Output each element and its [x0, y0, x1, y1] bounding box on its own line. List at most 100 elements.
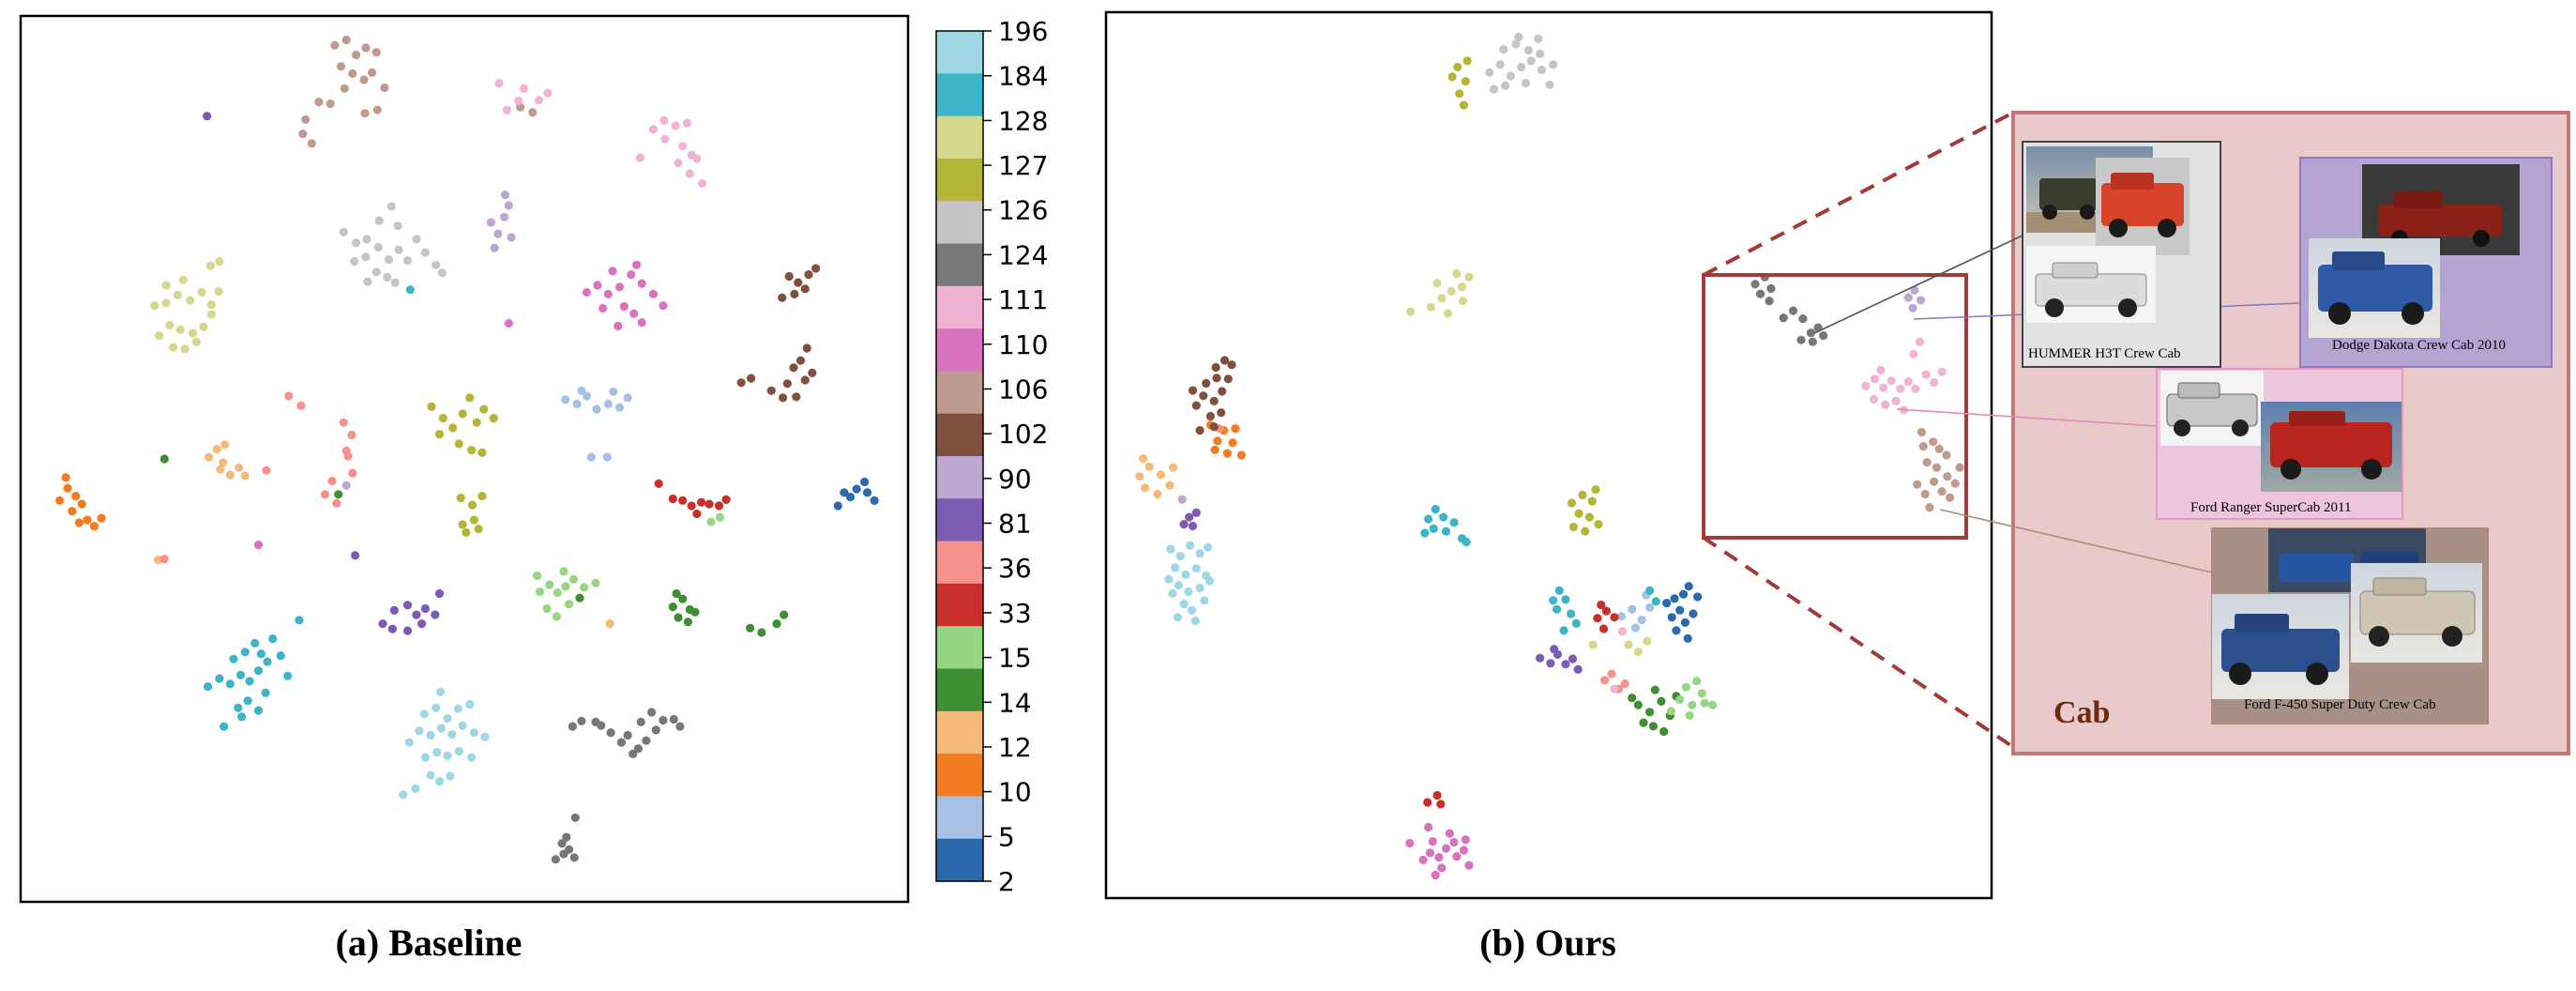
point-class-128 [206, 300, 216, 310]
point-class-128 [186, 296, 195, 305]
point-class-128 [214, 287, 223, 297]
point-class-33 [1597, 600, 1606, 610]
point-class-10 [77, 499, 86, 509]
point-class-102 [1223, 374, 1233, 384]
point-class-12 [216, 465, 225, 474]
point-class-124 [1779, 313, 1788, 323]
point-class-124 [629, 749, 638, 759]
colorbar-cell-111 [936, 285, 983, 329]
point-class-110 [1437, 863, 1447, 873]
point-class-184 [245, 677, 254, 686]
point-class-106 [348, 69, 357, 78]
point-class-124 [577, 716, 586, 726]
point-class-184 [1424, 514, 1433, 524]
point-class-128 [1432, 279, 1442, 288]
point-class-2 [845, 493, 856, 502]
point-class-128 [1588, 640, 1598, 649]
point-class-128 [178, 275, 188, 284]
point-class-111 [1887, 376, 1896, 386]
point-class-111 [678, 142, 688, 151]
point-class-106 [307, 139, 316, 148]
point-class-102 [790, 289, 799, 298]
point-class-110 [504, 319, 513, 328]
colorbar-cell-2 [936, 838, 983, 882]
point-class-90 [500, 191, 510, 200]
zoom-dashed-line-top [1703, 111, 2014, 277]
point-class-90 [1910, 285, 1919, 295]
point-class-184 [1449, 518, 1459, 527]
point-class-110 [619, 302, 629, 312]
point-class-126 [352, 238, 361, 248]
point-class-102 [811, 264, 821, 273]
point-class-12 [154, 556, 163, 565]
point-class-184 [1571, 618, 1581, 629]
colorbar-cell-81 [936, 498, 983, 542]
colorbar-ticks: 1961841281271261241111101061029081363315… [983, 16, 1048, 897]
point-class-124 [597, 721, 606, 730]
point-class-128 [1443, 309, 1452, 318]
point-class-111 [1617, 627, 1627, 636]
point-class-124 [633, 744, 644, 754]
point-class-36 [332, 498, 341, 508]
colorbar-tick-label: 2 [998, 866, 1015, 897]
point-class-102 [1217, 408, 1226, 418]
point-class-111 [1610, 684, 1619, 694]
point-class-81 [1536, 653, 1545, 663]
point-class-128 [1464, 272, 1474, 282]
point-class-90 [486, 218, 496, 227]
colorbar-tick-label: 196 [998, 16, 1048, 47]
point-class-196 [1186, 541, 1195, 550]
colorbar-cell-36 [936, 541, 983, 585]
point-class-111 [1879, 383, 1888, 392]
point-class-127 [1574, 509, 1583, 518]
colorbar-tick-label: 124 [998, 239, 1048, 270]
point-class-5 [586, 452, 596, 462]
point-class-127 [474, 525, 483, 534]
point-class-127 [1591, 485, 1600, 495]
point-class-15 [1708, 700, 1718, 709]
point-class-2 [1680, 617, 1690, 628]
point-class-111 [514, 97, 523, 106]
point-class-184 [1554, 586, 1564, 596]
point-class-10 [97, 513, 106, 523]
point-class-106 [326, 99, 335, 109]
point-class-110 [582, 287, 592, 297]
point-class-128 [191, 337, 201, 346]
point-class-126 [1514, 32, 1523, 42]
colorbar-tick-label: 36 [998, 553, 1032, 584]
point-class-5 [615, 403, 625, 412]
point-class-2 [1689, 609, 1698, 618]
point-class-111 [1891, 396, 1901, 405]
point-class-184 [1567, 609, 1576, 618]
point-class-106 [352, 50, 361, 60]
point-class-196 [419, 709, 429, 719]
point-class-81 [1550, 645, 1559, 654]
colorbar-cell-127 [936, 158, 983, 202]
point-class-102 [1209, 396, 1219, 405]
point-class-196 [1181, 570, 1190, 580]
point-class-124 [1750, 280, 1760, 289]
point-class-196 [1188, 605, 1197, 615]
point-class-10 [1210, 445, 1220, 454]
point-class-184 [253, 666, 264, 676]
point-class-126 [373, 242, 383, 252]
point-class-10 [55, 496, 65, 506]
point-class-128 [1457, 282, 1467, 292]
colorbar-tick-label: 110 [998, 329, 1048, 360]
point-class-15 [561, 582, 570, 591]
point-class-106 [341, 35, 351, 45]
point-class-14 [746, 623, 755, 633]
connector-line-f450 [1939, 509, 2213, 573]
point-class-196 [426, 770, 435, 780]
point-class-15 [553, 587, 562, 598]
point-class-196 [436, 724, 446, 733]
point-class-106 [1917, 427, 1926, 437]
point-class-106 [1925, 503, 1934, 512]
point-class-15 [1681, 682, 1690, 692]
point-class-184 [1645, 586, 1655, 596]
point-class-12 [1156, 470, 1166, 480]
point-class-196 [443, 751, 452, 760]
point-class-5 [1628, 604, 1637, 614]
point-class-126 [390, 278, 400, 287]
point-class-196 [399, 790, 408, 800]
